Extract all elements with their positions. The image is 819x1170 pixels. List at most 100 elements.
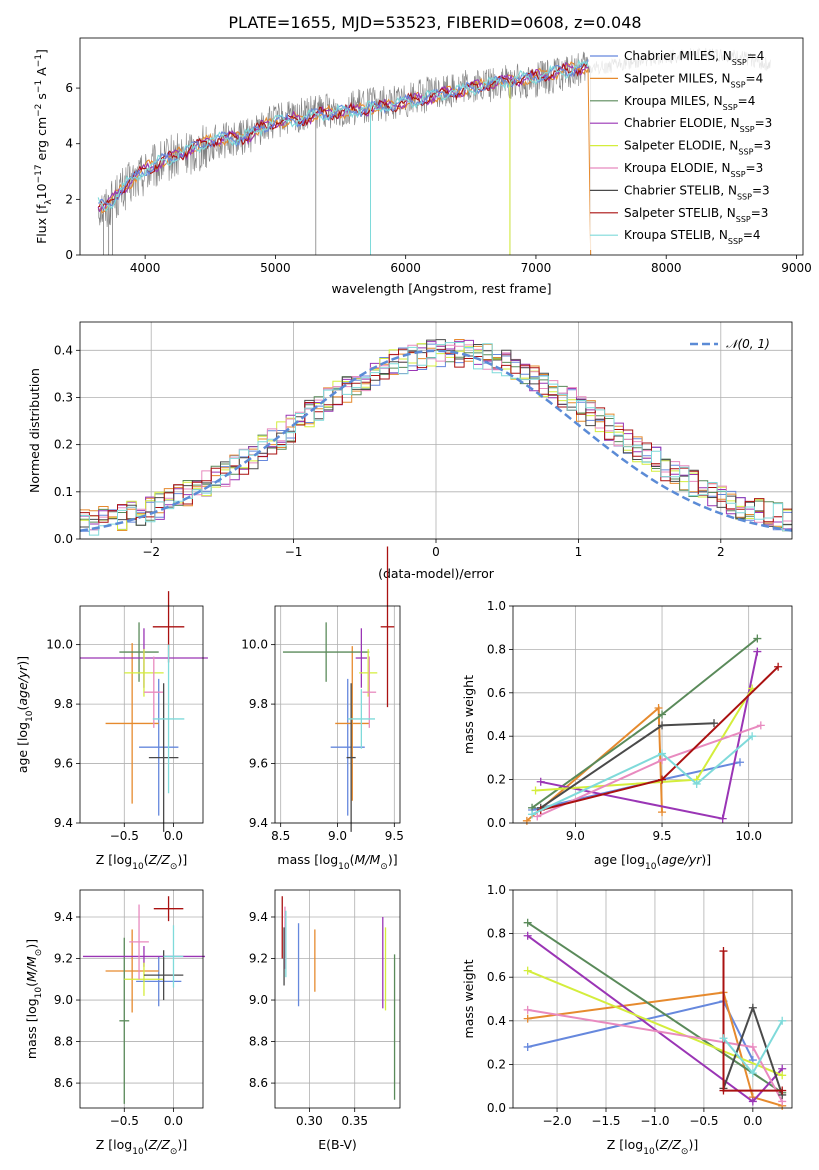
axes-border <box>79 889 204 1109</box>
y-tick-label: 0.4 <box>54 343 73 357</box>
x-axis-label: (data-model)/error <box>378 566 495 581</box>
legend-label: Kroupa STELIB, NSSP=4 <box>624 228 761 246</box>
axes-frame: −2 −1 0 1 2 0.0 0.1 0.2 0.3 0.4 <box>54 321 793 559</box>
x-tick-label: 10.0 <box>735 829 762 843</box>
y-tick-label: 0.4 <box>487 1014 506 1028</box>
series-marker <box>719 1034 728 1043</box>
plot-area <box>523 918 787 1110</box>
y-tick-label: 9.8 <box>54 697 73 711</box>
plot-area <box>522 634 783 825</box>
y-axis-label: mass [log10(M/M⊙)] <box>24 939 44 1059</box>
grid <box>80 890 203 1108</box>
y-tick-label: 2 <box>65 192 73 206</box>
y-axis-label: mass weight <box>461 959 476 1038</box>
series-marker <box>523 931 532 940</box>
y-tick-label: 1.0 <box>487 883 506 897</box>
legend-label: Salpeter ELODIE, NSSP=3 <box>624 139 771 157</box>
y-axis-label: mass weight <box>461 675 476 754</box>
plot-area <box>79 339 793 536</box>
y-tick-label: 6 <box>65 81 73 95</box>
axes-frame: 8.5 9.0 9.5 9.4 9.6 9.8 10.0 <box>241 605 404 843</box>
x-tick-label: −0.5 <box>110 829 139 843</box>
x-tick-label: 8000 <box>651 261 682 275</box>
series-marker <box>748 1003 757 1012</box>
y-tick-label: 0.3 <box>54 390 73 404</box>
y-tick-label: 9.4 <box>249 910 268 924</box>
y-tick-label: 0.6 <box>487 686 506 700</box>
series-line <box>527 921 783 1094</box>
x-axis-label: wavelength [Angstrom, rest frame] <box>331 281 551 296</box>
series-marker <box>778 1071 787 1080</box>
axes-frame: −0.5 0.0 9.4 9.6 9.8 10.0 <box>46 605 204 843</box>
x-tick-label: 9000 <box>781 261 812 275</box>
mass-vs-ebv-panel: 0.30 0.35 8.6 8.8 9.0 9.2 9.4 E(B-V) <box>249 889 401 1152</box>
x-tick-label: 0.35 <box>341 1114 368 1128</box>
series-marker <box>710 719 719 728</box>
x-tick-label: −2 <box>142 545 160 559</box>
x-axis-label: Z [log10(Z/Z⊙)] <box>607 1137 698 1157</box>
series-marker <box>523 1042 532 1051</box>
spectrum-panel: 4000 5000 6000 7000 8000 9000 0 2 4 6 Chabrier MIL… <box>34 37 812 296</box>
x-axis-label: Z [log10(Z/Z⊙)] <box>96 1137 187 1157</box>
x-tick-label: 0.0 <box>743 1114 762 1128</box>
x-tick-label: 5000 <box>260 261 291 275</box>
series-marker <box>658 808 667 817</box>
y-tick-label: 1.0 <box>487 599 506 613</box>
y-tick-label: 0.8 <box>487 642 506 656</box>
series-marker <box>753 634 762 643</box>
normal-curve <box>79 349 793 532</box>
legend-label: Salpeter MILES, NSSP=4 <box>624 71 763 89</box>
series-marker <box>533 812 542 821</box>
y-tick-label: 8.6 <box>249 1076 268 1090</box>
y-tick-label: 9.4 <box>249 816 268 830</box>
x-tick-label: 6000 <box>390 261 421 275</box>
plot-area <box>281 896 396 1100</box>
series-marker <box>753 647 762 656</box>
series-marker <box>778 1086 787 1095</box>
x-tick-label: 0.0 <box>164 1114 183 1128</box>
weight-vs-metallicity-panel: −2.0 −1.5 −1.0 −0.5 0.0 0.0 0.2 0.4 0.6 0.8 1.0 Z [… <box>461 883 793 1157</box>
axes-frame: 4000 5000 6000 7000 8000 9000 0 2 4 6 <box>65 37 812 275</box>
axes-frame: 9.0 9.5 10.0 0.0 0.2 0.4 0.6 0.8 1.0 <box>487 599 793 843</box>
y-tick-label: 8.8 <box>249 1035 268 1049</box>
series-marker <box>748 1097 757 1106</box>
x-tick-label: −1.5 <box>591 1114 620 1128</box>
axes-frame: −0.5 0.0 8.6 8.8 9.0 9.2 9.4 <box>54 889 204 1128</box>
plot-area <box>82 896 205 1104</box>
series-marker <box>523 918 532 927</box>
series-marker <box>719 947 728 956</box>
y-tick-label: 4 <box>65 137 73 151</box>
axes-border <box>512 889 793 1109</box>
x-tick-label: 1 <box>575 545 583 559</box>
x-axis-label: mass [log10(M/M⊙)] <box>277 852 397 872</box>
x-tick-label: −0.5 <box>110 1114 139 1128</box>
axes-border <box>79 605 204 824</box>
y-tick-label: 0.2 <box>54 438 73 452</box>
y-tick-label: 0.4 <box>487 729 506 743</box>
grid <box>513 889 792 1109</box>
x-axis-label: age [log10(age/yr)] <box>594 852 711 872</box>
x-tick-label: 7000 <box>521 261 552 275</box>
legend-label: Chabrier STELIB, NSSP=3 <box>624 183 770 201</box>
series-marker <box>778 1016 787 1025</box>
legend-background <box>590 46 798 250</box>
series-line <box>531 735 753 816</box>
y-tick-label: 0.0 <box>54 532 73 546</box>
x-tick-label: 9.0 <box>566 829 585 843</box>
legend-label: Kroupa MILES, NSSP=4 <box>624 94 755 112</box>
series-marker <box>523 1005 532 1014</box>
x-axis-label: Z [log10(Z/Z⊙)] <box>96 852 187 872</box>
series-marker <box>658 775 667 784</box>
x-tick-label: 9.0 <box>328 829 347 843</box>
series-marker <box>692 779 701 788</box>
x-tick-label: 0 <box>432 545 440 559</box>
y-tick-label: 0.6 <box>487 970 506 984</box>
y-axis-label: Normed distribution <box>27 368 42 493</box>
legend-label: Kroupa ELODIE, NSSP=3 <box>624 161 763 179</box>
plot-area <box>80 591 208 832</box>
series-marker <box>748 1042 757 1051</box>
legend-label: 𝒩(0, 1) <box>726 337 770 351</box>
axes-frame: 0.30 0.35 8.6 8.8 9.0 9.2 9.4 <box>249 889 401 1128</box>
y-tick-label: 9.6 <box>249 757 268 771</box>
grid <box>275 890 400 1108</box>
